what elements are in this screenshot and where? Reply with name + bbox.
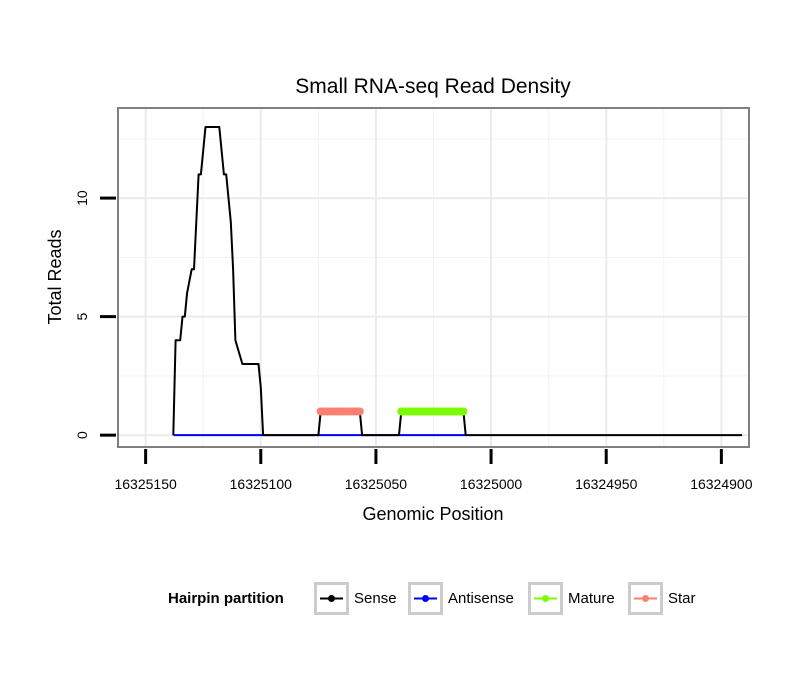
- legend-label-sense: Sense: [354, 590, 397, 607]
- y-tick-label: 0: [74, 431, 90, 439]
- y-tick-label: 10: [74, 190, 90, 206]
- x-tick-label: 16325000: [460, 476, 523, 492]
- plot-border: [117, 107, 750, 448]
- x-tick-label: 16325050: [345, 476, 408, 492]
- data-point-star: [355, 407, 364, 416]
- legend-title: Hairpin partition: [168, 590, 284, 607]
- data-point-mature: [459, 407, 468, 416]
- legend-label-star: Star: [668, 590, 696, 607]
- x-tick-label: 16324900: [690, 476, 753, 492]
- x-tick-label: 16324950: [575, 476, 638, 492]
- series-line-sense: [172, 126, 743, 437]
- x-axis: 16325150 16325100 16325050 16325000 16324950…: [114, 449, 753, 492]
- series-layer: [172, 126, 743, 437]
- legend-marker-mature: [542, 595, 549, 602]
- legend-marker-star: [642, 595, 649, 602]
- y-axis-title: Total Reads: [45, 229, 65, 324]
- x-tick-label: 16325100: [230, 476, 293, 492]
- legend-label-antisense: Antisense: [448, 590, 514, 607]
- x-axis-title: Genomic Position: [362, 504, 503, 524]
- y-tick-label: 5: [74, 313, 90, 321]
- legend-label-mature: Mature: [568, 590, 615, 607]
- y-axis: 0 5 10: [74, 190, 116, 439]
- chart-title: Small RNA-seq Read Density: [295, 75, 571, 98]
- x-tick-label: 16325150: [114, 476, 177, 492]
- legend-marker-sense: [328, 595, 335, 602]
- legend-marker-antisense: [422, 595, 429, 602]
- legend: Hairpin partition Sense Antisense Mature St…: [168, 582, 696, 615]
